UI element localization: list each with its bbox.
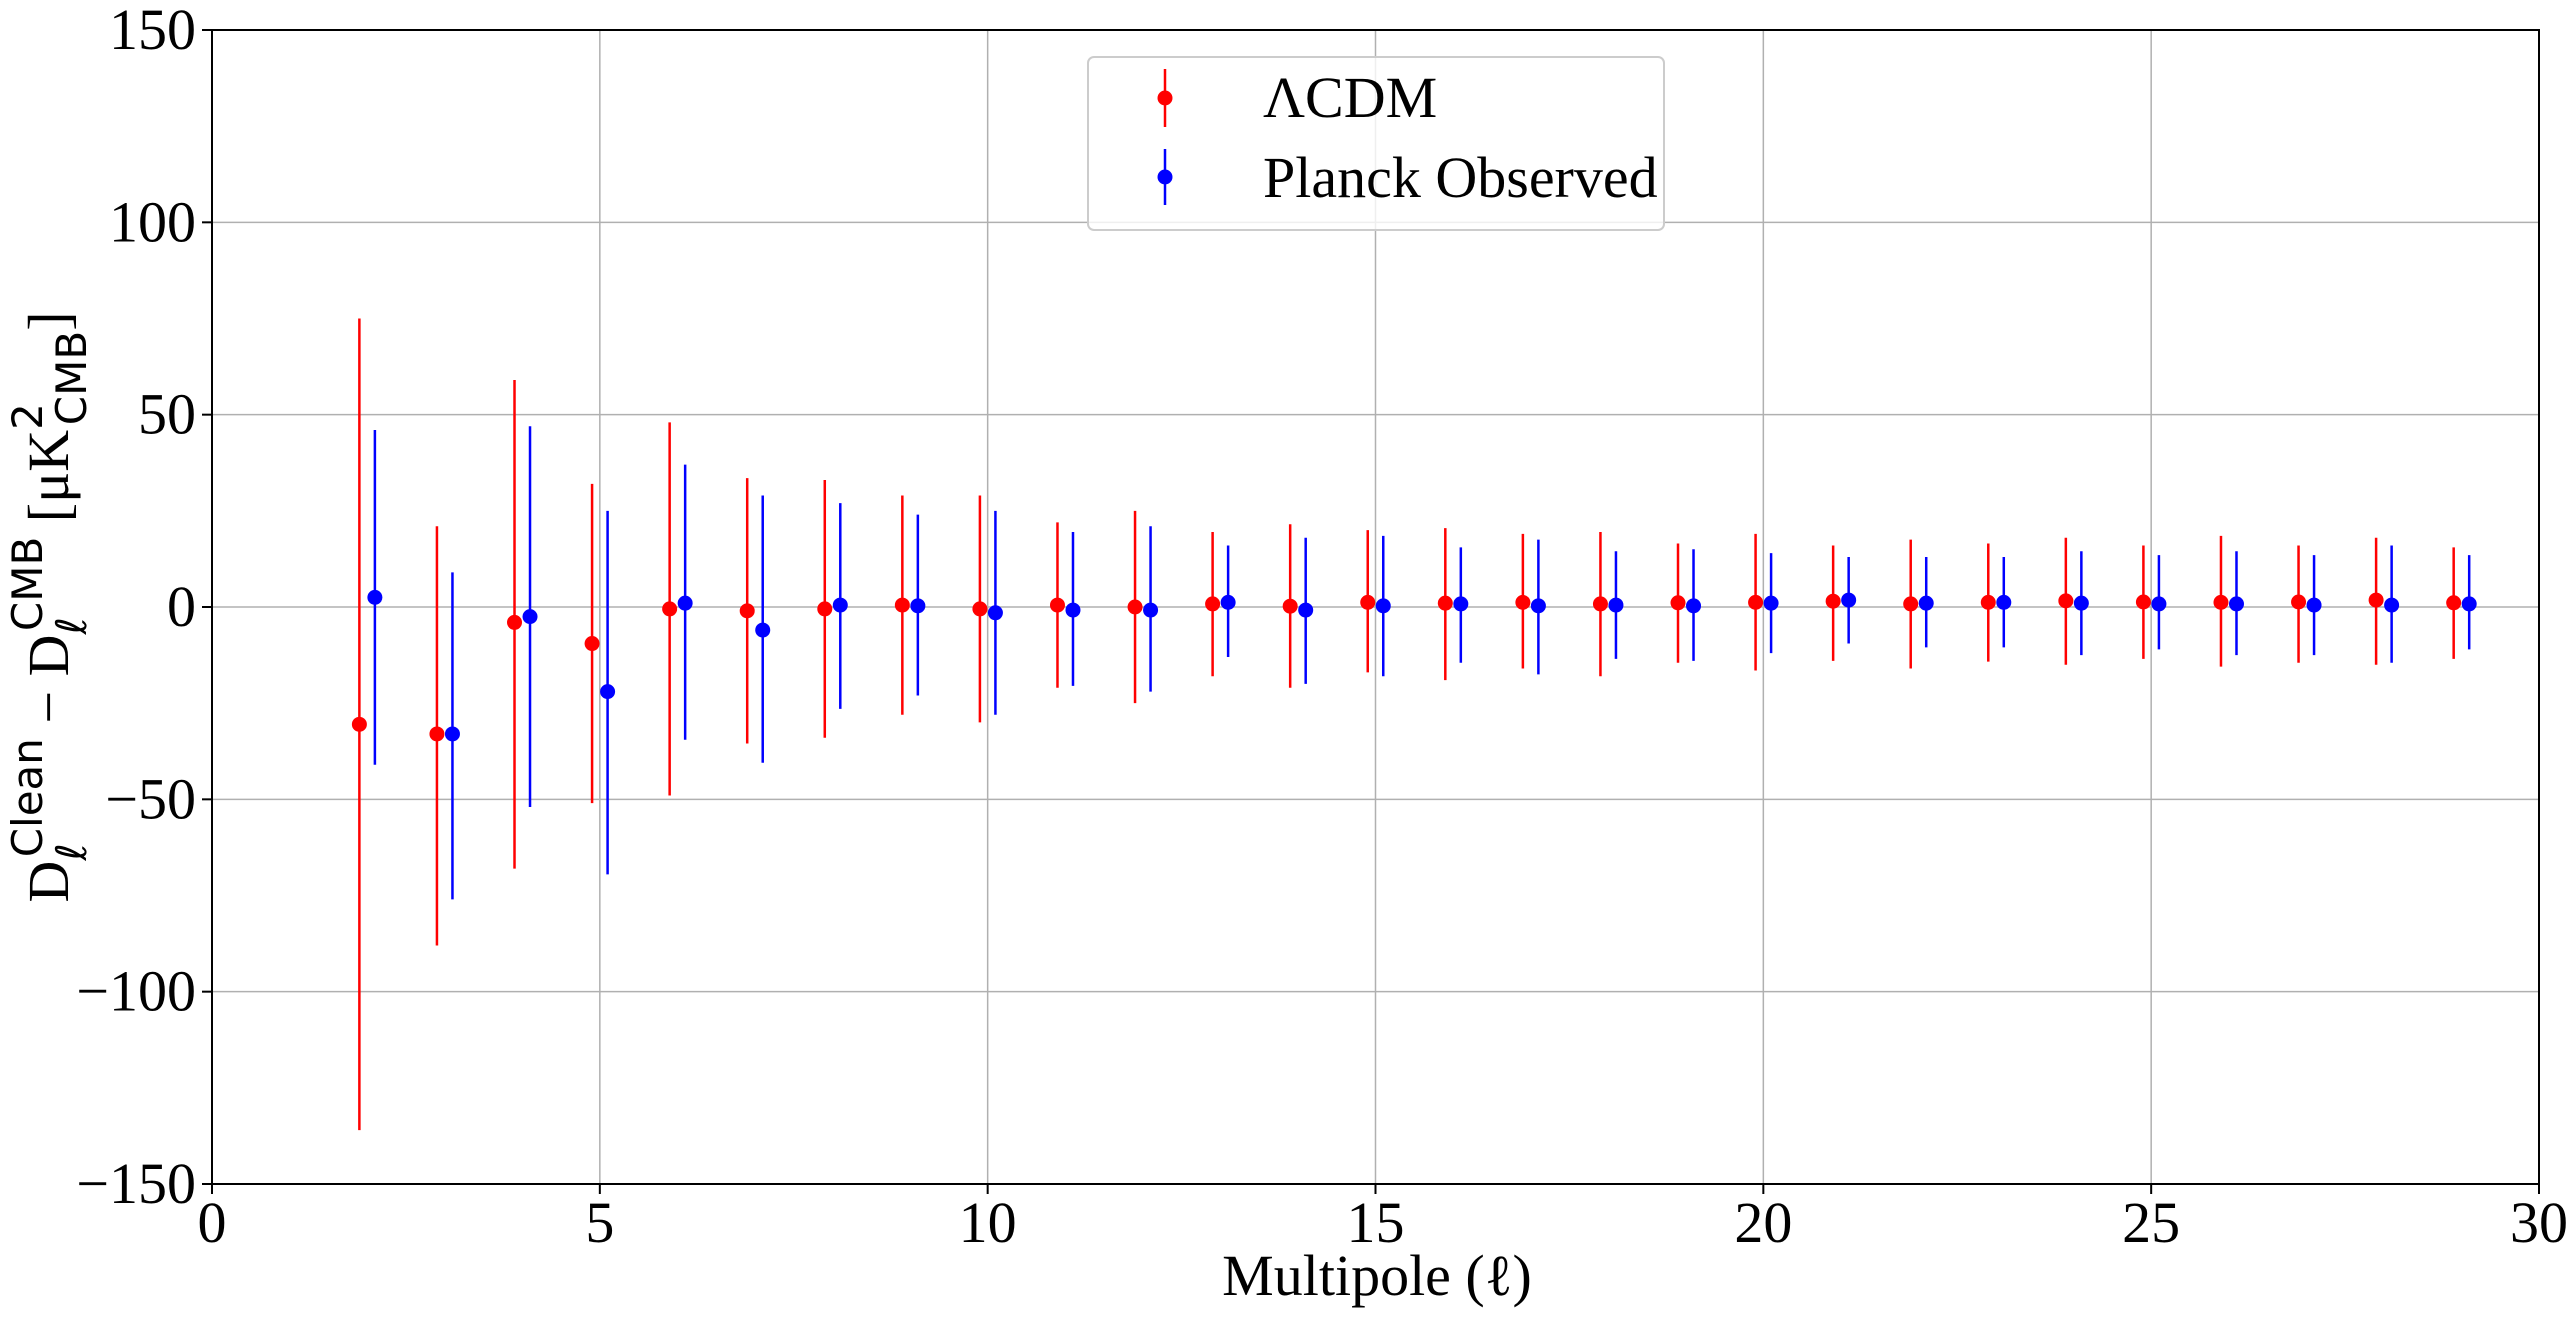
data-point: [367, 589, 383, 605]
data-point: [351, 716, 367, 732]
data-point: [1763, 595, 1779, 611]
x-tick-label: 5: [585, 1190, 614, 1255]
data-point: [817, 601, 833, 617]
data-point: [2306, 597, 2322, 613]
y-tick-label: −100: [76, 959, 196, 1024]
data-point: [1375, 598, 1391, 614]
x-tick-label: 20: [1734, 1190, 1792, 1255]
data-point: [1670, 595, 1686, 611]
data-point: [1127, 599, 1143, 615]
data-point: [987, 605, 1003, 621]
data-point: [2384, 597, 2400, 613]
series-layer: [351, 318, 2477, 1131]
y-tick-label: 150: [109, 0, 196, 62]
series-1: [367, 426, 2477, 900]
y-tick-label: 0: [167, 574, 196, 639]
data-point: [1205, 596, 1221, 612]
legend-frame: [1087, 56, 1665, 231]
data-point: [1608, 597, 1624, 613]
data-point: [1825, 593, 1841, 609]
y-axis-label: DℓClean − DℓCMB [μK2CMB]: [3, 311, 96, 902]
data-point: [1515, 594, 1531, 610]
data-point: [429, 726, 445, 742]
data-point: [2213, 594, 2229, 610]
data-point: [507, 614, 523, 630]
data-point: [1748, 594, 1764, 610]
x-tick-label: 25: [2122, 1190, 2180, 1255]
data-point: [1437, 595, 1453, 611]
data-point: [1592, 596, 1608, 612]
data-point: [1903, 596, 1919, 612]
data-point: [662, 601, 678, 617]
y-tick-label: 50: [138, 382, 196, 447]
x-tick-label: 10: [959, 1190, 1017, 1255]
data-point: [972, 601, 988, 617]
data-point: [1143, 602, 1159, 618]
data-point: [522, 609, 538, 625]
data-point: [2368, 592, 2384, 608]
legend-marker-lcdm: [1157, 90, 1173, 106]
data-point: [1360, 594, 1376, 610]
ticks: 0 5 10 15 20 25 30 −150 −100 −50 0 50 100 150: [76, 0, 2568, 1255]
data-point: [1049, 597, 1065, 613]
data-point: [1980, 594, 1996, 610]
data-point: [910, 598, 926, 614]
data-point: [677, 595, 693, 611]
x-axis-label: Multipole (ℓ): [1222, 1243, 1532, 1308]
data-point: [2058, 593, 2074, 609]
x-tick-label: 15: [1347, 1190, 1405, 1255]
series-0: [351, 318, 2462, 1131]
data-point: [2461, 596, 2477, 612]
data-point: [2291, 594, 2307, 610]
legend-label-planck: Planck Observed: [1263, 145, 1658, 210]
legend: ΛCDM Planck Observed: [1087, 56, 1665, 231]
data-point: [2135, 594, 2151, 610]
data-point: [1530, 598, 1546, 614]
x-tick-label: 30: [2510, 1190, 2568, 1255]
data-point: [584, 636, 600, 652]
legend-label-lcdm: ΛCDM: [1263, 65, 1437, 130]
legend-marker-planck: [1157, 169, 1173, 185]
y-tick-label: 100: [109, 189, 196, 254]
data-point: [894, 597, 910, 613]
data-point: [1220, 594, 1236, 610]
data-point: [1841, 592, 1857, 608]
y-tick-label: −150: [76, 1151, 196, 1216]
x-tick-label: 0: [198, 1190, 227, 1255]
data-point: [755, 622, 771, 638]
data-point: [600, 684, 616, 700]
data-point: [1282, 598, 1298, 614]
data-point: [1298, 602, 1314, 618]
data-point: [832, 597, 848, 613]
data-point: [2073, 595, 2089, 611]
y-tick-label: −50: [105, 766, 196, 831]
data-point: [2151, 596, 2167, 612]
data-point: [739, 603, 755, 619]
data-point: [1453, 596, 1469, 612]
data-point: [1065, 602, 1081, 618]
data-point: [1686, 598, 1702, 614]
data-point: [1918, 595, 1934, 611]
data-point: [1996, 594, 2012, 610]
data-point: [2228, 596, 2244, 612]
data-point: [444, 726, 460, 742]
data-point: [2446, 595, 2462, 611]
